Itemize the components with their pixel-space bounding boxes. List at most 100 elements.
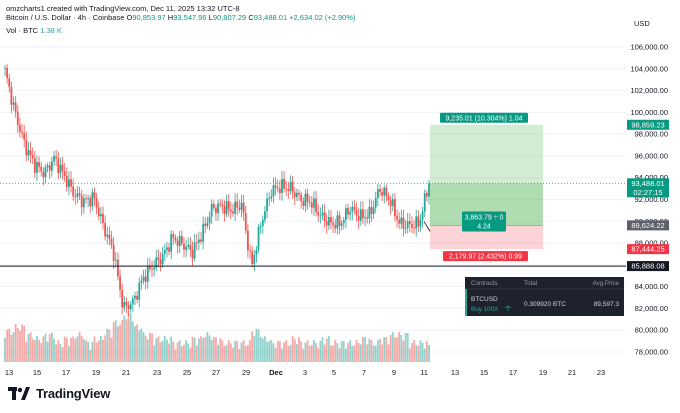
candle-body — [413, 227, 415, 229]
volume-bar — [376, 340, 379, 362]
candle-body — [295, 192, 298, 198]
candle-body — [232, 211, 234, 214]
candle-body — [85, 198, 87, 200]
volume-bar — [85, 340, 87, 362]
volume-bar — [102, 339, 104, 362]
candle-body — [166, 247, 168, 251]
stop-price-tag: 87,444.25 — [631, 245, 664, 254]
volume-bar — [428, 345, 430, 362]
candle-body — [140, 280, 143, 283]
candle-body — [406, 221, 409, 229]
volume-bar — [379, 338, 381, 362]
volume-bar — [206, 332, 209, 362]
candle-body — [300, 194, 303, 201]
candle-body — [87, 198, 89, 200]
candle-body — [221, 204, 224, 207]
candle-body — [68, 179, 70, 187]
volume-bar — [336, 343, 339, 362]
x-tick-label: 15 — [33, 368, 41, 377]
candle-body — [419, 219, 422, 227]
target-label-text: 9,235.01 (10.304%) 1.04 — [445, 115, 522, 122]
candle-body — [229, 209, 232, 212]
candle-body — [4, 67, 6, 69]
volume-bar — [38, 340, 40, 362]
volume-bar — [402, 340, 405, 362]
volume-bar — [91, 342, 94, 362]
x-tick-label: 13 — [5, 368, 13, 377]
volume-bar — [268, 341, 271, 362]
candle-body — [70, 179, 72, 187]
candle-body — [95, 198, 98, 208]
time-axis[interactable]: 13 15 17 19 21 23 25 27 29 Dec 3 5 7 9 11 13 15 17 19 21 23 — [5, 368, 605, 377]
x-tick-label: 23 — [597, 368, 605, 377]
panel-symbol[interactable]: BTCUSD — [471, 296, 498, 303]
y-tick-label: 100,000.00 — [630, 108, 668, 117]
volume-bar — [89, 349, 92, 362]
x-tick-label: 21 — [568, 368, 576, 377]
x-tick-label: 17 — [62, 368, 70, 377]
candle-body — [261, 219, 264, 226]
candle-body — [27, 150, 30, 156]
current-price-tag-bg — [627, 178, 669, 198]
volume-bar — [370, 340, 373, 362]
x-tick-label: 5 — [332, 368, 336, 377]
volume-bar — [53, 338, 55, 362]
position-zones — [430, 124, 543, 250]
x-tick-label: 27 — [212, 368, 220, 377]
candle-body — [379, 189, 381, 192]
target-price-tag: 98,859.23 — [631, 120, 664, 129]
symbol-title[interactable]: Bitcoin / U.S. Dollar · 4h · Coinbase — [6, 13, 125, 22]
candle-body — [255, 249, 258, 255]
candle-body — [362, 209, 364, 219]
candle-body — [268, 198, 271, 200]
volume-bar — [332, 345, 335, 362]
x-tick-label: 29 — [242, 368, 250, 377]
volume-bar — [219, 338, 222, 362]
volume-bar — [161, 340, 164, 362]
share-icon — [504, 305, 512, 311]
volume-bar — [330, 345, 332, 362]
volume-bar — [193, 337, 196, 362]
candle-body — [121, 289, 124, 308]
candle-body — [183, 243, 185, 250]
volume-bar — [300, 341, 303, 362]
x-tick-label: 19 — [92, 368, 100, 377]
candle-body — [204, 223, 207, 226]
candle-body — [189, 244, 192, 250]
mid-label-text: 3,863.79 ÷ 0 — [465, 214, 504, 221]
volume-bar — [238, 349, 241, 362]
volume-bar — [148, 332, 151, 362]
candle-body — [176, 240, 179, 246]
candle-body — [129, 304, 132, 310]
price-axis[interactable]: 106,000.00 104,000.00 102,000.00 100,000.00… — [627, 43, 669, 357]
candle-body — [240, 202, 243, 210]
volume-bar — [14, 324, 17, 362]
volume-bar — [10, 334, 13, 362]
volume-bar — [129, 313, 132, 362]
candle-body — [223, 206, 226, 214]
panel-total: 0.309920 BTC — [524, 301, 566, 308]
volume-bar — [138, 330, 141, 362]
volume-bar — [200, 336, 202, 362]
trade-panel[interactable]: Contracts Total Avg.Price BTCUSD Buy 100X 0.3… — [465, 277, 624, 316]
volume-bar — [6, 329, 9, 362]
volume-bar — [242, 340, 245, 362]
volume-legend[interactable]: Vol · BTC 1.38 K — [6, 26, 62, 35]
volume-bar — [44, 333, 47, 362]
candle-body — [6, 67, 9, 79]
panel-avg-price: 89,597.3 — [594, 301, 620, 308]
volume-bar — [291, 336, 294, 362]
mid-label-text-2: 4.24 — [477, 223, 491, 230]
volume-bar — [362, 337, 364, 362]
candle-body — [400, 217, 403, 224]
candle-body — [317, 211, 320, 216]
volume-bar — [289, 345, 292, 362]
candle-body — [253, 254, 256, 264]
candle-body — [187, 244, 190, 247]
volume-bar — [112, 322, 115, 362]
candle-body — [225, 201, 228, 214]
candle-body — [89, 198, 92, 207]
panel-side: Buy 100X — [471, 306, 499, 313]
volume-bar — [117, 326, 119, 362]
